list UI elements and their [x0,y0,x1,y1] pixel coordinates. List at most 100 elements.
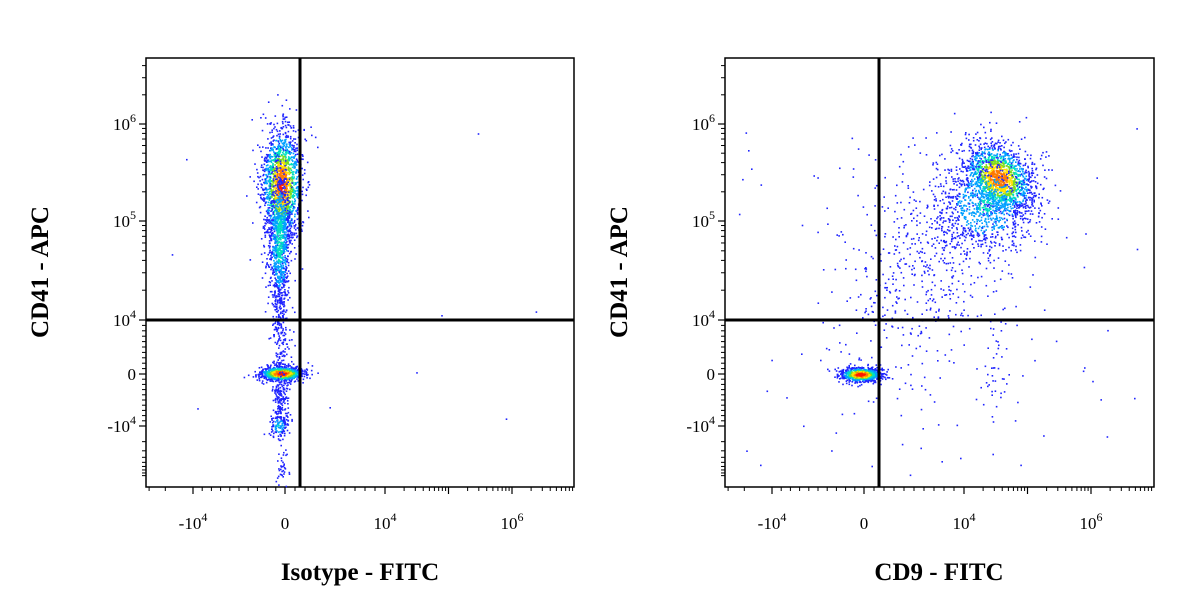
event-dot [289,143,292,146]
event-dot [282,426,284,429]
event-dot [266,196,269,198]
event-dot [278,137,281,140]
event-dot [288,170,291,173]
event-dot [283,166,286,169]
event-dot [289,209,291,211]
event-dot [282,329,284,332]
event-dot [292,125,295,127]
event-dot [976,139,979,141]
event-dot [286,369,289,372]
event-dot [275,373,277,375]
event-dot [273,234,275,236]
event-dot [271,419,273,421]
event-dot [980,159,982,162]
event-dot [264,156,267,159]
event-dot [288,121,291,123]
event-dot [1006,154,1009,156]
event-dot [278,299,280,301]
event-dot [278,164,280,166]
event-dot [279,390,282,392]
event-dot [282,398,285,401]
event-dot [274,426,277,429]
event-dot [294,142,296,144]
event-dot [277,387,280,390]
event-dot [285,387,288,390]
event-dot [283,384,285,387]
event-dot [282,161,284,164]
event-dot [266,372,268,375]
event-dot [273,274,276,276]
event-dot [271,200,273,202]
event-dot [277,475,280,478]
event-dot [282,465,284,468]
event-dot [293,150,296,153]
event-dot [281,176,283,179]
event-dot [270,165,273,168]
event-dot [288,234,290,237]
event-dot [305,139,308,142]
event-dot [278,357,281,360]
event-dot [280,311,282,314]
event-dot [279,410,281,412]
event-dot [271,221,274,223]
event-dot [278,246,281,248]
event-dot [276,188,279,191]
event-dot [283,172,286,174]
event-dot [282,396,285,398]
event-dot [285,185,288,188]
event-dot [284,363,286,366]
event-dot [283,228,286,231]
event-dot [275,379,278,381]
event-dot [1025,207,1027,209]
event-dot [266,196,268,198]
event-dot [276,239,279,242]
event-dot [276,268,278,271]
event-dot [276,419,278,422]
event-dot [982,186,985,189]
event-dot [278,302,281,304]
event-dot [291,360,293,363]
event-dot [281,369,283,372]
event-dot [287,135,289,137]
event-dot [274,218,277,220]
event-dot [281,262,284,265]
event-dot [281,252,284,254]
event-dot [282,285,285,287]
event-dot [273,247,275,249]
event-dot [1011,169,1013,171]
event-dot [281,428,283,431]
event-dot [279,160,282,163]
event-dot [274,264,276,266]
event-dot [295,376,297,378]
event-dot [291,202,294,205]
event-dot [258,373,261,376]
event-dot [279,263,282,266]
event-dot [279,172,281,175]
event-dot [269,375,272,378]
event-dot [271,267,273,270]
event-dot [998,209,1000,211]
event-dot [282,334,284,337]
event-dot [278,279,281,281]
event-dot [284,281,287,284]
event-dot [283,473,285,475]
event-dot [278,362,280,365]
event-dot [278,166,280,169]
event-dot [279,146,282,149]
event-dot [268,220,270,222]
event-dot [274,309,276,311]
event-dot [279,187,282,190]
event-dot [296,143,298,146]
event-dot [999,187,1002,190]
event-dot [981,152,984,155]
event-dot [293,171,295,173]
event-dot [1016,168,1018,170]
event-dot [274,173,276,176]
event-dot [994,196,997,199]
event-dot [277,170,280,172]
event-dot [278,291,281,294]
event-dot [273,151,275,153]
event-dot [1005,193,1007,195]
event-dot [1042,188,1044,191]
event-dot [286,177,289,180]
